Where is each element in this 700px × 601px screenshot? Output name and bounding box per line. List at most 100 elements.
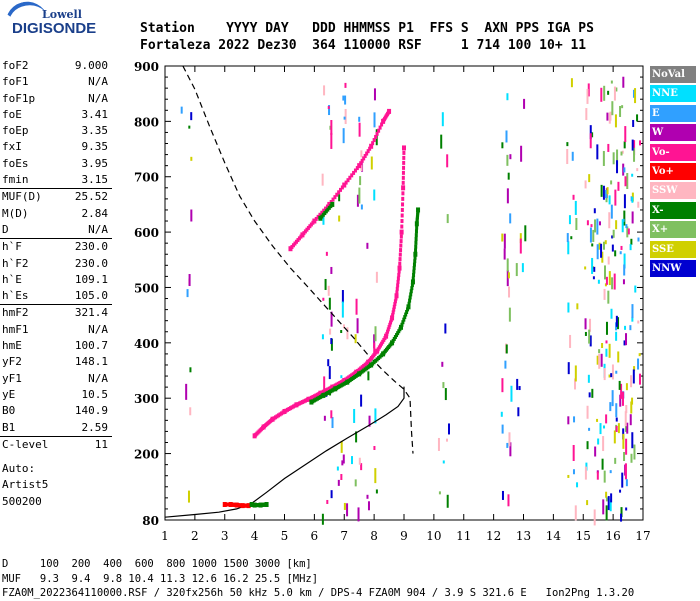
noise-speckle bbox=[359, 176, 362, 186]
noise-speckle bbox=[573, 416, 576, 423]
echo-point bbox=[333, 386, 338, 392]
echo-mark bbox=[401, 202, 405, 207]
parameter-row: yF2 148.1 bbox=[0, 354, 112, 370]
noise-speckle bbox=[625, 224, 628, 229]
parameter-value: 25.52 bbox=[74, 190, 108, 204]
noise-speckle bbox=[630, 375, 633, 388]
noise-speckle bbox=[615, 220, 618, 230]
x-tick-label: 17 bbox=[635, 529, 650, 543]
echo-point bbox=[228, 501, 233, 507]
noise-speckle bbox=[633, 366, 636, 372]
noise-speckle bbox=[441, 112, 444, 127]
noise-speckle bbox=[187, 490, 190, 503]
noise-speckle bbox=[607, 290, 610, 304]
noise-speckle bbox=[625, 479, 628, 487]
noise-speckle bbox=[618, 380, 621, 390]
noise-speckle bbox=[610, 204, 613, 219]
noise-speckle bbox=[611, 390, 614, 407]
noise-speckle bbox=[505, 344, 508, 354]
echo-mark bbox=[402, 317, 406, 322]
noise-speckle bbox=[366, 494, 369, 499]
noise-speckle bbox=[602, 436, 605, 452]
noise-speckle bbox=[615, 403, 618, 418]
noise-speckle bbox=[625, 438, 628, 455]
echo-point bbox=[222, 501, 227, 507]
noise-speckle bbox=[613, 273, 616, 290]
echo-point bbox=[252, 433, 257, 439]
noise-speckle bbox=[603, 470, 606, 483]
noise-speckle bbox=[574, 378, 577, 390]
legend-item: E bbox=[650, 104, 696, 122]
y-tick-label: 80 bbox=[142, 514, 159, 528]
noise-speckle bbox=[504, 360, 507, 369]
echo-mark bbox=[396, 279, 400, 284]
parameter-value: 321.4 bbox=[74, 306, 108, 320]
x-tick-label: 5 bbox=[281, 529, 289, 543]
echo-mark bbox=[378, 125, 382, 130]
noise-speckle bbox=[613, 86, 616, 101]
noise-speckle bbox=[373, 189, 376, 201]
noise-speckle bbox=[615, 87, 618, 92]
echo-mark bbox=[372, 138, 376, 143]
noise-speckle bbox=[634, 88, 637, 104]
noise-speckle bbox=[330, 266, 333, 274]
parameter-value: N/A bbox=[88, 371, 108, 385]
noise-speckle bbox=[625, 405, 628, 414]
noise-speckle bbox=[357, 507, 360, 522]
noise-speckle bbox=[572, 194, 575, 200]
echo-point bbox=[369, 362, 374, 368]
parameter-value: 3.35 bbox=[81, 124, 109, 138]
noise-speckle bbox=[375, 271, 378, 283]
noise-speckle bbox=[596, 355, 599, 365]
echo-mark bbox=[410, 286, 414, 291]
echo-mark bbox=[413, 255, 417, 260]
noise-speckle bbox=[634, 285, 637, 293]
header-values: Fortaleza 2022 Dez30 364 110000 RSF 1 71… bbox=[140, 38, 587, 53]
noise-speckle bbox=[330, 410, 333, 419]
noise-speckle bbox=[589, 227, 592, 243]
noise-speckle bbox=[625, 383, 628, 391]
noise-speckle bbox=[516, 378, 519, 390]
echo-mark bbox=[391, 310, 395, 315]
noise-speckle bbox=[342, 454, 345, 464]
parameter-value: 9.35 bbox=[81, 140, 109, 154]
noise-speckle bbox=[344, 82, 347, 88]
x-tick-label: 13 bbox=[516, 529, 531, 543]
noise-speckle bbox=[329, 328, 332, 335]
echo-point bbox=[381, 118, 386, 124]
noise-speckle bbox=[584, 331, 587, 336]
echo-point bbox=[249, 501, 254, 507]
noise-speckle bbox=[610, 180, 613, 185]
x-tick-label: 15 bbox=[576, 529, 591, 543]
echo-point bbox=[294, 402, 299, 408]
noise-speckle bbox=[632, 89, 635, 98]
noise-speckle bbox=[624, 325, 627, 330]
noise-speckle bbox=[331, 417, 334, 429]
noise-speckle bbox=[612, 229, 615, 238]
parameter-value: 100.7 bbox=[74, 339, 108, 353]
parameter-row: foEs 3.95 bbox=[0, 156, 112, 172]
noise-speckle bbox=[619, 251, 622, 255]
echo-mark bbox=[360, 158, 364, 163]
noise-speckle bbox=[616, 149, 619, 166]
noise-speckle bbox=[611, 244, 614, 252]
noise-speckle bbox=[625, 507, 628, 511]
echo-mark bbox=[366, 149, 370, 154]
echo-mark bbox=[401, 170, 405, 175]
noise-speckle bbox=[586, 220, 589, 226]
noise-speckle bbox=[341, 460, 344, 466]
echo-mark bbox=[414, 244, 418, 249]
noise-speckle bbox=[602, 499, 605, 515]
noise-speckle bbox=[617, 351, 620, 363]
parameter-value: N/A bbox=[88, 322, 108, 336]
noise-speckle bbox=[607, 90, 610, 95]
echo-mark bbox=[402, 165, 406, 170]
noise-speckle bbox=[637, 201, 640, 208]
noise-speckle bbox=[338, 194, 341, 202]
parameter-value: 3.15 bbox=[81, 173, 109, 187]
noise-speckle bbox=[510, 385, 513, 402]
noise-speckle bbox=[626, 172, 629, 189]
noise-speckle bbox=[566, 142, 569, 147]
echo-point bbox=[342, 377, 347, 383]
parameter-value: 105.0 bbox=[74, 289, 108, 303]
